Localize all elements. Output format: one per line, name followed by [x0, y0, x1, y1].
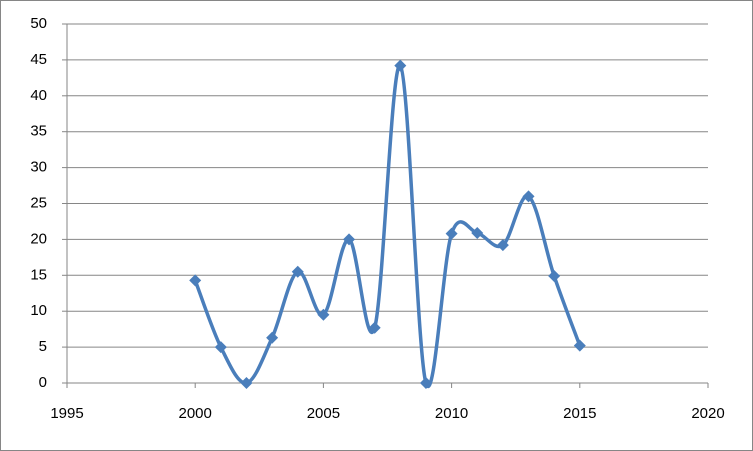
- y-tick-label: 40: [30, 87, 47, 104]
- y-tick-label: 20: [30, 230, 47, 247]
- marker: [240, 377, 253, 389]
- x-tick-label: 2010: [435, 405, 468, 422]
- marker: [214, 341, 227, 354]
- marker: [522, 190, 535, 203]
- y-tick-label: 10: [30, 302, 47, 319]
- marker: [189, 274, 202, 287]
- x-tick-label: 1995: [50, 405, 83, 422]
- x-tick-label: 2020: [691, 405, 724, 422]
- marker: [548, 270, 561, 283]
- marker: [445, 227, 458, 240]
- y-tick-label: 5: [39, 338, 47, 355]
- marker: [368, 321, 381, 334]
- x-tick-label: 2015: [563, 405, 596, 422]
- y-tick-label: 15: [30, 266, 47, 283]
- y-tick-label: 30: [30, 159, 47, 176]
- marker: [266, 331, 279, 344]
- y-tick-label: 35: [30, 123, 47, 140]
- x-tick-label: 2005: [307, 405, 340, 422]
- marker: [419, 377, 432, 389]
- y-tick-label: 0: [39, 374, 47, 391]
- marker: [291, 265, 304, 278]
- x-tick-label: 2000: [179, 405, 212, 422]
- marker: [471, 226, 484, 239]
- marker: [496, 239, 509, 252]
- y-tick-label: 50: [30, 15, 47, 32]
- y-tick-label: 45: [30, 51, 47, 68]
- marker: [573, 339, 586, 352]
- marker: [343, 233, 356, 246]
- marker: [317, 308, 330, 321]
- marker: [394, 59, 407, 72]
- y-tick-label: 25: [30, 194, 47, 211]
